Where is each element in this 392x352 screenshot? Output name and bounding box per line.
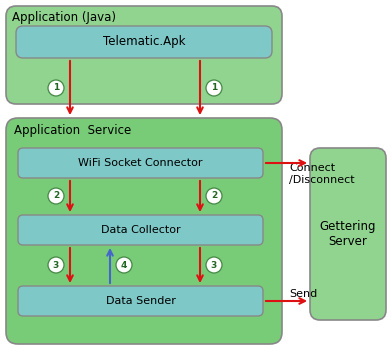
Circle shape [48, 257, 64, 273]
FancyBboxPatch shape [16, 26, 272, 58]
Text: Connect
/Disconnect: Connect /Disconnect [289, 163, 355, 184]
Text: 1: 1 [211, 83, 217, 93]
FancyBboxPatch shape [6, 6, 282, 104]
FancyBboxPatch shape [18, 215, 263, 245]
Text: Gettering
Server: Gettering Server [320, 220, 376, 248]
FancyBboxPatch shape [18, 286, 263, 316]
Circle shape [206, 80, 222, 96]
Text: 3: 3 [211, 260, 217, 270]
Text: 2: 2 [211, 191, 217, 201]
Text: Telematic.Apk: Telematic.Apk [103, 36, 185, 49]
Text: 2: 2 [53, 191, 59, 201]
Circle shape [48, 188, 64, 204]
Circle shape [116, 257, 132, 273]
Circle shape [48, 80, 64, 96]
Text: Data Collector: Data Collector [101, 225, 180, 235]
Text: 3: 3 [53, 260, 59, 270]
Text: Application (Java): Application (Java) [12, 11, 116, 24]
FancyBboxPatch shape [6, 118, 282, 344]
Text: Send: Send [289, 289, 317, 299]
Text: Data Sender: Data Sender [105, 296, 176, 306]
Text: 4: 4 [121, 260, 127, 270]
Circle shape [206, 257, 222, 273]
FancyBboxPatch shape [310, 148, 386, 320]
Circle shape [206, 188, 222, 204]
Text: WiFi Socket Connector: WiFi Socket Connector [78, 158, 203, 168]
Text: 1: 1 [53, 83, 59, 93]
FancyBboxPatch shape [18, 148, 263, 178]
Text: Application  Service: Application Service [14, 124, 131, 137]
